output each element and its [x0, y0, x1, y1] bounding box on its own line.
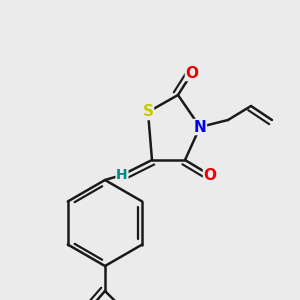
Text: S: S [142, 104, 154, 119]
Text: N: N [194, 119, 206, 134]
Text: O: O [185, 65, 199, 80]
Text: H: H [116, 168, 128, 182]
Text: O: O [203, 167, 217, 182]
